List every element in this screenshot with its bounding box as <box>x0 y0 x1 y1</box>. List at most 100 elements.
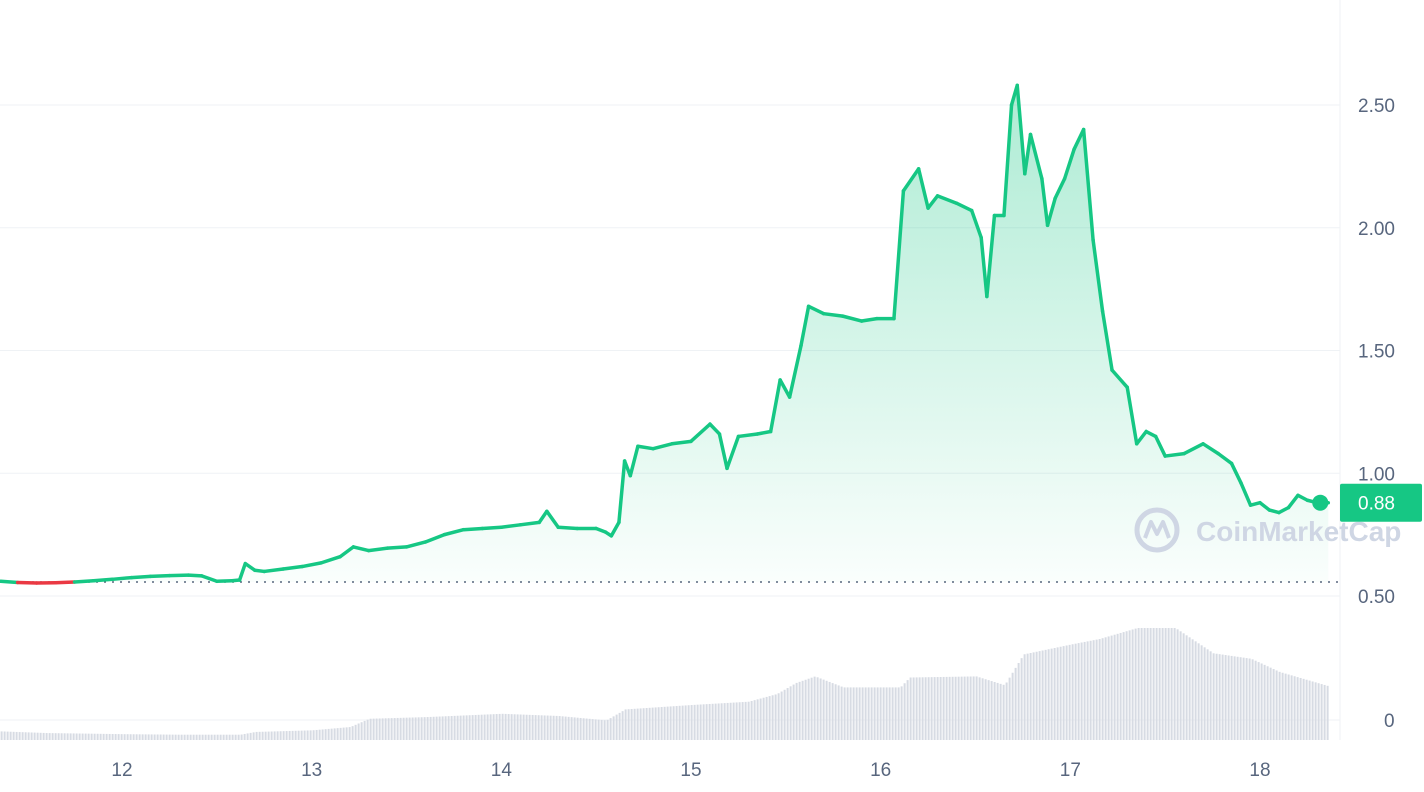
price-line-segment <box>1286 493 1300 510</box>
volume-bar <box>1023 654 1026 740</box>
volume-bar <box>573 717 576 740</box>
y-tick-label: 1.00 <box>1358 464 1395 485</box>
volume-bar <box>873 687 876 740</box>
volume-bar <box>723 703 726 740</box>
volume-bar <box>591 719 594 740</box>
volume-bar <box>1050 648 1053 740</box>
volume-bar <box>729 702 732 740</box>
price-line-segment <box>636 444 655 451</box>
volume-bar <box>618 712 621 740</box>
volume-bar <box>186 734 189 740</box>
volume-bar <box>1290 675 1293 740</box>
volume-bar <box>222 734 225 740</box>
volume-bar <box>1143 628 1146 740</box>
volume-bar <box>1236 656 1239 740</box>
price-line-segment <box>423 532 447 544</box>
price-line-segment <box>199 574 219 584</box>
volume-bar <box>1074 643 1077 740</box>
volume-bar <box>219 734 222 740</box>
volume-bar <box>1038 651 1041 740</box>
price-line-segment <box>1239 481 1253 507</box>
volume-bar <box>501 713 504 740</box>
volume-bar <box>645 708 648 740</box>
volume-bar <box>291 730 294 740</box>
volume-bar <box>111 733 114 740</box>
volume-bar <box>336 728 339 740</box>
volume-bar <box>600 719 603 740</box>
volume-bar <box>234 734 237 740</box>
volume-bar <box>15 731 18 740</box>
volume-bar <box>843 687 846 740</box>
volume-bar <box>651 707 654 740</box>
volume-bar <box>699 704 702 740</box>
volume-bar <box>831 683 834 740</box>
volume-bar <box>801 680 804 740</box>
volume-bar <box>780 691 783 740</box>
price-line-segment <box>892 189 906 321</box>
volume-bar <box>846 687 849 740</box>
volume-bar <box>1308 680 1311 740</box>
volume-bar <box>660 707 663 740</box>
volume-bar <box>1176 629 1179 740</box>
volume-bar <box>354 724 357 740</box>
volume-bar <box>750 700 753 740</box>
volume-bar <box>678 705 681 740</box>
volume-bar <box>564 716 567 740</box>
price-line-segment <box>1216 451 1234 466</box>
volume-bar <box>54 733 57 740</box>
volume-bar <box>1185 635 1188 740</box>
volume-bar <box>198 734 201 740</box>
volume-bar <box>360 722 363 740</box>
volume-bar <box>648 707 651 740</box>
volume-bar <box>255 731 258 740</box>
volume-bar <box>141 734 144 740</box>
price-line-segment <box>545 509 560 530</box>
volume-bar <box>108 733 111 740</box>
price-line-segment <box>1258 500 1272 512</box>
volume-bar <box>759 698 762 740</box>
volume-bar <box>681 705 684 740</box>
volume-bar <box>93 733 96 740</box>
price-area-fill <box>0 85 1329 584</box>
volume-bar <box>135 734 138 740</box>
volume-bar <box>216 734 219 740</box>
price-line-segment <box>954 201 974 213</box>
volume-bar <box>303 730 306 740</box>
volume-bar <box>777 693 780 740</box>
volume-bars <box>0 628 1329 740</box>
volume-bar <box>633 708 636 740</box>
volume-bar <box>453 715 456 740</box>
volume-bar <box>495 714 498 740</box>
volume-bar <box>525 714 528 740</box>
price-line-segment <box>499 523 523 530</box>
price-line-segment <box>0 579 20 585</box>
price-line-segment <box>859 316 879 323</box>
volume-bar <box>264 731 267 740</box>
volume-bar <box>594 719 597 740</box>
volume-bar <box>867 687 870 740</box>
volume-bar <box>957 676 960 740</box>
volume-bar <box>582 718 585 740</box>
volume-bar <box>555 715 558 740</box>
volume-bar <box>1116 633 1119 740</box>
volume-bar <box>387 718 390 740</box>
volume-bar <box>1227 655 1230 740</box>
price-line-segment <box>351 545 371 553</box>
volume-bar <box>804 679 807 740</box>
volume-bar <box>30 732 33 740</box>
volume-bar <box>768 696 771 740</box>
volume-bar <box>1221 654 1224 740</box>
volume-bar <box>624 709 627 740</box>
price-line-segment <box>385 545 409 550</box>
volume-bar <box>1281 672 1284 740</box>
volume-bar <box>1110 635 1113 740</box>
volume-bar <box>66 733 69 740</box>
price-line-segment <box>537 509 549 525</box>
volume-bar <box>510 714 513 740</box>
price-line-segment <box>1062 147 1076 181</box>
volume-bar <box>147 734 150 740</box>
price-line-segment <box>129 574 153 580</box>
volume-bar <box>351 726 354 740</box>
volume-bar <box>474 714 477 740</box>
price-line-segment <box>556 525 579 531</box>
